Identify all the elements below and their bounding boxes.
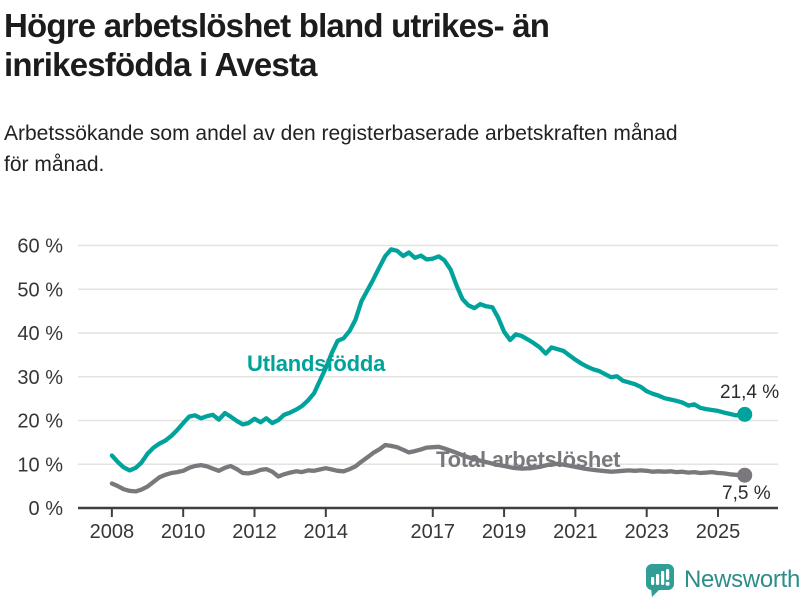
x-tick-label-2008: 2008 [90,521,135,543]
x-tick-label-2017: 2017 [411,521,456,543]
x-tick-label-2012: 2012 [232,521,277,543]
y-tick-label-50: 50 % [17,279,63,301]
end-value-label-total: 7,5 % [722,483,771,504]
y-tick-label-60: 60 % [17,236,63,258]
page-title-line2: inrikesfödda i Avesta [4,46,318,83]
newsworthy-logo: Newsworthy [645,563,800,598]
end-value-label-utlandsfodda: 21,4 % [720,382,780,403]
series-label-total-arbetsloshet: Total arbetslöshet [436,447,621,472]
page-subtitle-line1: Arbetssökande som andel av den registerb… [4,122,678,145]
x-tick-label-2021: 2021 [553,521,598,543]
x-tick-label-2014: 2014 [304,521,349,543]
series-label-utlandsfodda: Utlandsfödda [247,351,386,376]
page-title: Högre arbetslöshet bland utrikes- än inr… [4,6,764,84]
end-dot-Utlandsfödda [737,406,753,422]
y-tick-label-30: 30 % [17,367,63,389]
x-tick-label-2019: 2019 [482,521,527,543]
page-subtitle: Arbetssökande som andel av den registerb… [4,118,784,180]
newsworthy-icon [646,564,674,597]
newsworthy-wordmark: Newsworthy [684,566,800,593]
y-tick-label-0: 0 % [29,498,64,520]
series-line-Total arbetslöshet [109,442,747,494]
page-title-line1: Högre arbetslöshet bland utrikes- än [4,7,550,44]
x-tick-label-2023: 2023 [624,521,669,543]
x-tick-label-2010: 2010 [161,521,206,543]
x-tick-label-2025: 2025 [696,521,741,543]
y-tick-label-10: 10 % [17,454,63,476]
y-tick-label-40: 40 % [17,323,63,345]
series-line-Utlandsfödda [109,247,747,473]
page-subtitle-line2: för månad. [4,153,105,176]
y-tick-label-20: 20 % [17,411,63,433]
end-dot-Total arbetslöshet [737,467,753,483]
